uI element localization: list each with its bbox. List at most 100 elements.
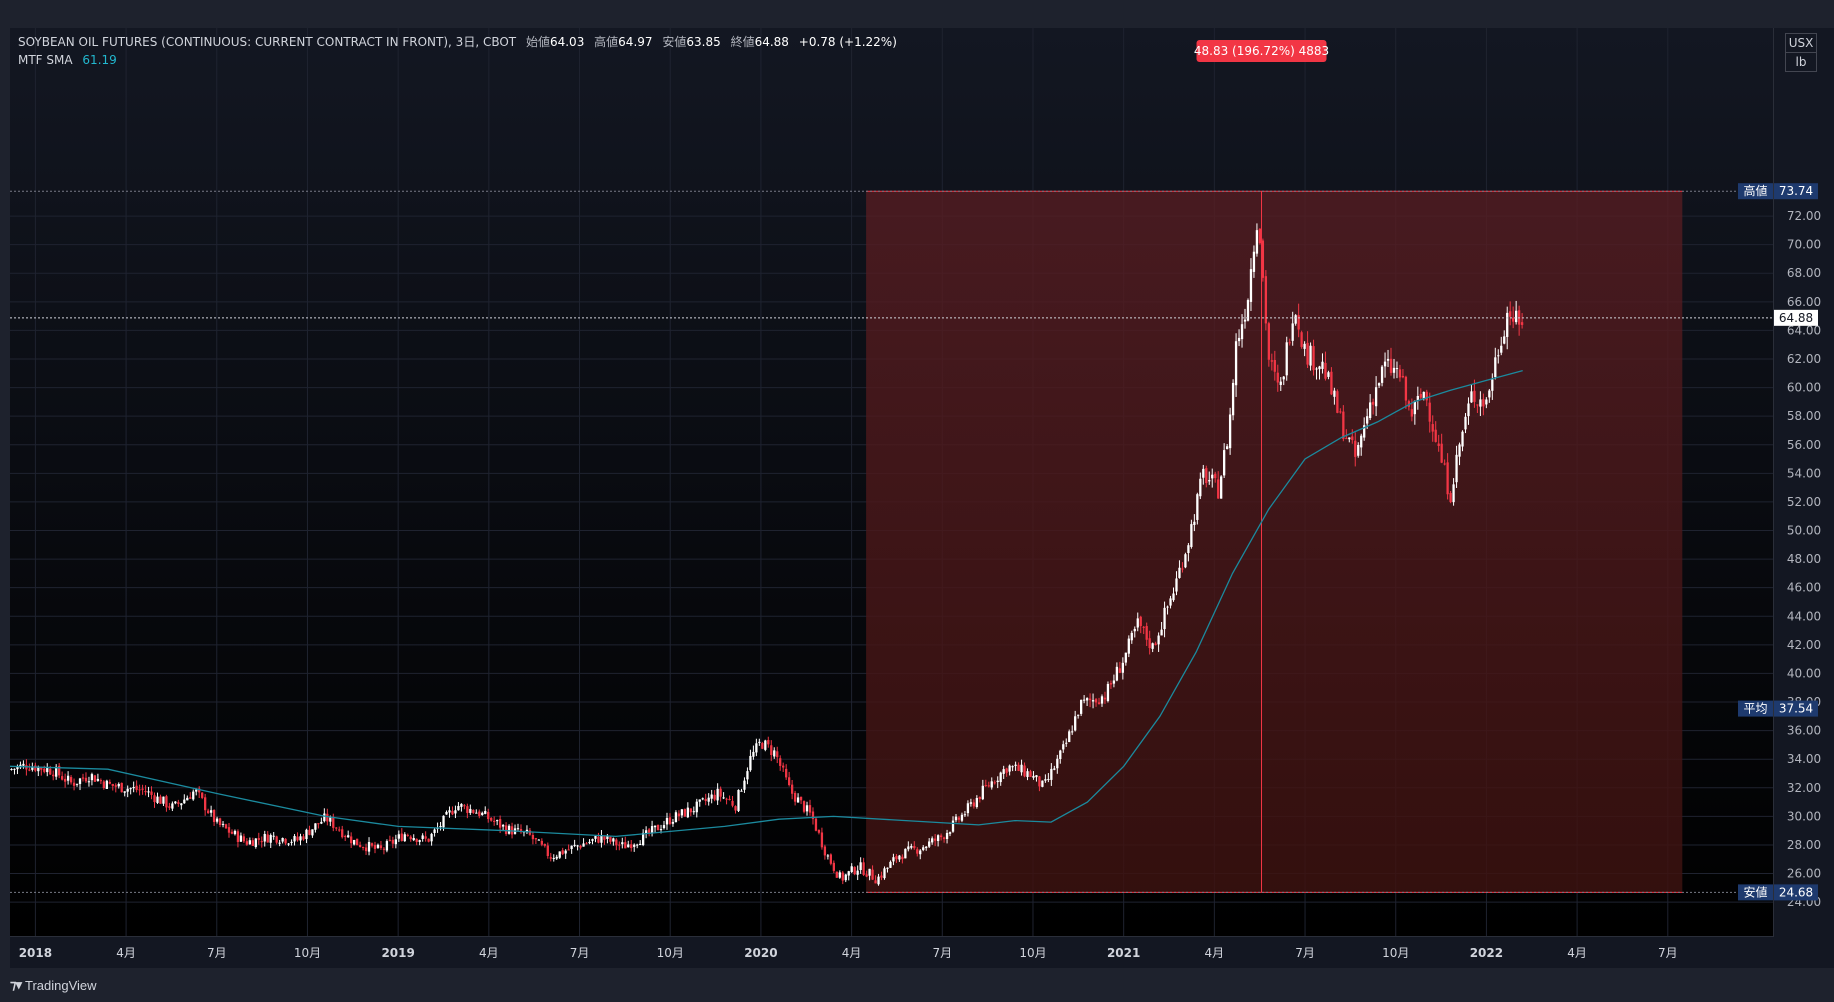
candle-body xyxy=(826,855,830,857)
candle-body xyxy=(153,795,156,803)
candle-body xyxy=(105,780,108,789)
candle-body xyxy=(58,765,61,776)
candle-body xyxy=(832,862,835,871)
candle-body xyxy=(838,872,841,878)
candle-body xyxy=(1151,643,1154,649)
candle-body xyxy=(725,798,728,800)
candle-body xyxy=(1473,390,1476,402)
candle-body xyxy=(1056,758,1059,769)
candle-body xyxy=(1163,607,1166,630)
candle-body xyxy=(1109,683,1113,685)
candle-body xyxy=(1142,626,1145,628)
candle-body xyxy=(96,778,100,781)
candle-body xyxy=(790,784,794,794)
y-tick-label: 44.00 xyxy=(1787,609,1821,623)
candle-body xyxy=(868,868,871,876)
candle-body xyxy=(209,810,213,813)
candle-body xyxy=(1383,361,1387,367)
candle-body xyxy=(1464,416,1467,430)
candle-body xyxy=(1446,462,1449,495)
candle-body xyxy=(1124,652,1127,663)
candle-body xyxy=(1190,524,1193,547)
currency-button[interactable]: USX xyxy=(1785,33,1817,53)
sma-label[interactable]: MTF SMA xyxy=(18,53,73,67)
candle-body xyxy=(230,831,234,834)
candle-body xyxy=(1100,696,1104,704)
candle-body xyxy=(1485,399,1488,405)
candle-body xyxy=(1228,414,1232,449)
candle-body xyxy=(332,816,335,828)
candle-body xyxy=(72,782,76,786)
candle-body xyxy=(144,790,147,793)
candle-body xyxy=(585,843,588,845)
candle-body xyxy=(978,796,981,800)
candle-body xyxy=(948,832,952,834)
candle-body xyxy=(612,838,615,842)
candle-body xyxy=(558,851,561,858)
y-tick-label: 42.00 xyxy=(1787,638,1821,652)
candle-body xyxy=(704,798,707,802)
candle-body xyxy=(913,846,916,849)
footer-bar: ⁊▾ TradingView xyxy=(0,968,1834,1002)
candle-body xyxy=(341,829,344,838)
candle-body xyxy=(975,798,979,808)
tradingview-logo[interactable]: ⁊▾ TradingView xyxy=(10,977,97,993)
candle-body xyxy=(138,789,141,791)
candle-body xyxy=(34,765,37,771)
time-axis[interactable] xyxy=(10,936,1774,968)
candle-body xyxy=(519,828,523,833)
low-tag-label: 安値 xyxy=(1743,884,1767,899)
candle-body xyxy=(257,838,260,840)
candle-body xyxy=(1044,779,1047,781)
candle-body xyxy=(323,813,326,822)
candle-body xyxy=(546,845,549,857)
candle-body xyxy=(308,829,311,835)
candle-body xyxy=(382,848,386,850)
measure-zone[interactable] xyxy=(866,190,1683,893)
level-lines xyxy=(10,190,1773,893)
sma-line-layer xyxy=(9,369,1523,838)
open-value: 64.03 xyxy=(549,35,585,49)
y-tick-label: 68.00 xyxy=(1787,266,1821,280)
low-value: 63.85 xyxy=(686,35,721,49)
candle-body xyxy=(969,802,973,804)
candle-body xyxy=(630,844,633,849)
candle-body xyxy=(1258,228,1262,244)
price-chart[interactable]: 24.0026.0028.0030.0032.0034.0036.0038.00… xyxy=(0,0,1834,968)
symbol-title[interactable]: SOYBEAN OIL FUTURES (CONTINUOUS: CURRENT… xyxy=(18,35,517,49)
low-tag-value: 24.68 xyxy=(1779,885,1813,899)
candle-body xyxy=(540,840,543,845)
candle-body xyxy=(808,805,812,813)
unit-button[interactable]: lb xyxy=(1785,52,1817,72)
candle-body xyxy=(373,845,377,849)
candle-body xyxy=(773,750,776,757)
x-tick-label: 7月 xyxy=(207,946,227,960)
candle-body xyxy=(171,803,174,809)
candle-body xyxy=(1488,390,1491,398)
candle-body xyxy=(895,856,898,860)
candle-body xyxy=(90,774,94,781)
candle-body xyxy=(1422,391,1425,399)
candle-body xyxy=(549,857,552,859)
candle-body xyxy=(1333,390,1336,397)
candle-body xyxy=(1470,391,1473,403)
candle-body xyxy=(272,835,275,837)
measure-rectangle[interactable] xyxy=(866,191,1683,893)
candle-body xyxy=(132,787,135,789)
candle-body xyxy=(701,798,704,800)
candle-body xyxy=(567,849,570,851)
candle-body xyxy=(147,791,150,793)
candle-body xyxy=(236,831,240,842)
candle-body xyxy=(43,768,46,772)
candle-body xyxy=(1014,764,1017,766)
candle-body xyxy=(490,817,493,821)
candle-body xyxy=(1366,416,1369,424)
candle-body xyxy=(713,794,716,800)
candle-body xyxy=(728,798,731,801)
candle-body xyxy=(212,809,216,822)
candle-body xyxy=(764,740,767,750)
low-label: 安値 xyxy=(662,35,687,49)
candle-body xyxy=(93,775,97,782)
candle-body xyxy=(1237,337,1241,342)
